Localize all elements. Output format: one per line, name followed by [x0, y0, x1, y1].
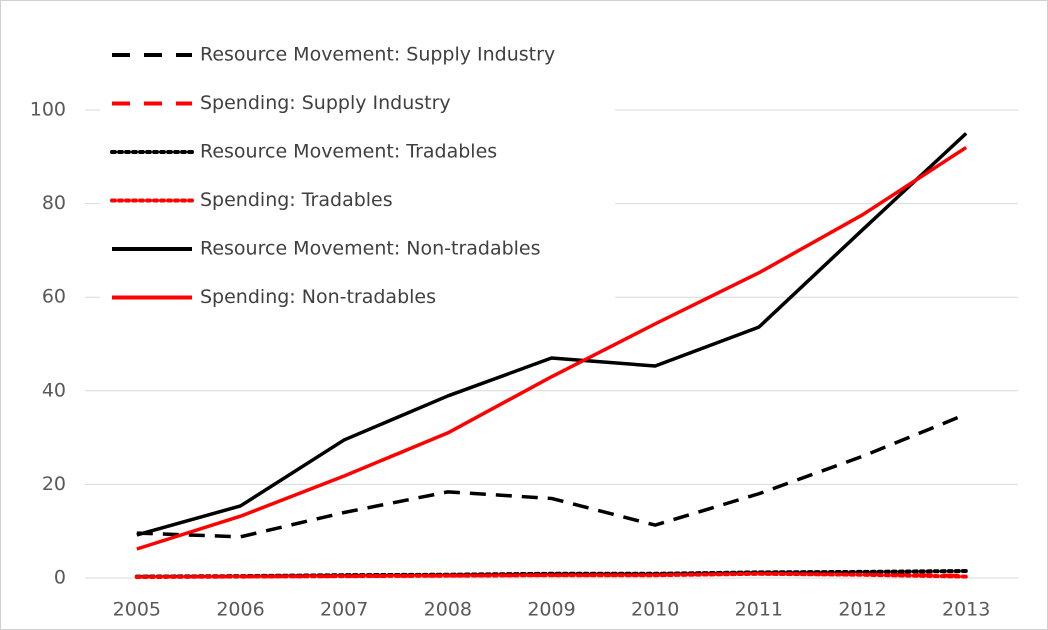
x-tick-label: 2005	[113, 599, 161, 621]
y-tick-label: 20	[42, 473, 66, 495]
x-tick-label: 2012	[838, 599, 886, 621]
legend-label: Resource Movement: Supply Industry	[200, 44, 555, 66]
legend-label: Spending: Non-tradables	[200, 286, 436, 308]
legend-box	[100, 30, 615, 322]
series-line	[136, 132, 968, 537]
y-tick-label: 80	[42, 192, 66, 214]
y-tick-label: 0	[54, 567, 66, 589]
y-tick-label: 40	[42, 379, 66, 401]
legend-label: Resource Movement: Non-tradables	[200, 238, 541, 260]
x-tick-label: 2006	[216, 599, 264, 621]
x-tick-label: 2007	[320, 599, 368, 621]
legend-label: Spending: Tradables	[200, 189, 393, 211]
x-tick-label: 2010	[631, 599, 679, 621]
y-tick-label: 100	[30, 99, 66, 121]
x-tick-label: 2011	[735, 599, 783, 621]
legend-label: Spending: Supply Industry	[200, 92, 451, 114]
series-line	[134, 571, 969, 580]
x-tick-label: 2013	[942, 599, 990, 621]
y-tick-label: 60	[42, 286, 66, 308]
x-tick-label: 2008	[424, 599, 472, 621]
series-line	[136, 145, 968, 551]
series-line	[136, 412, 967, 539]
legend-label: Resource Movement: Tradables	[200, 141, 497, 163]
x-tick-label: 2009	[527, 599, 575, 621]
